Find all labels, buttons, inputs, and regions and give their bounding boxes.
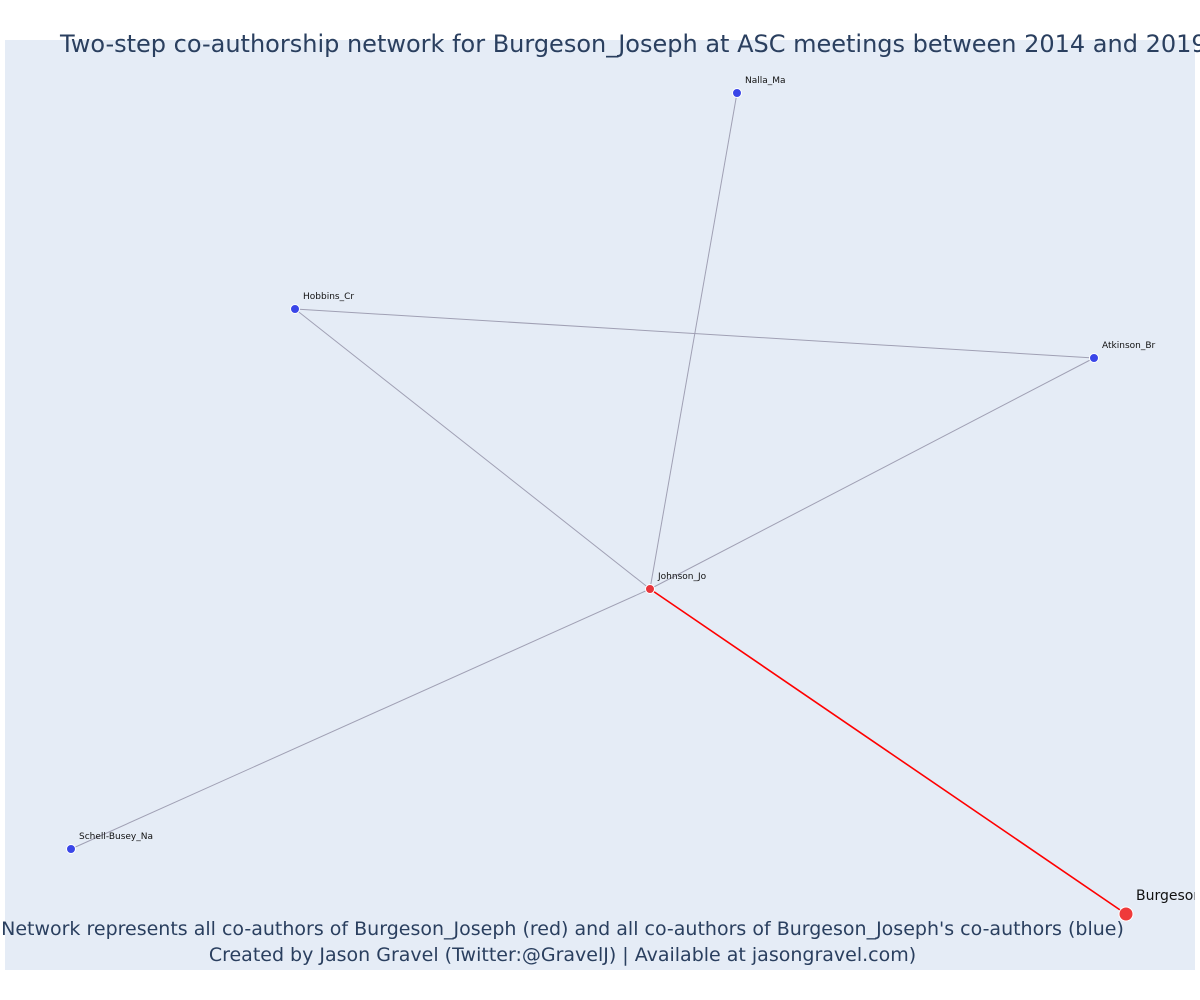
caption-description: Network represents all co-authors of Bur… <box>1 918 1124 940</box>
node-atkinson-br[interactable] <box>1089 353 1099 363</box>
edge-johnson-jo-nalla-ma <box>649 92 738 590</box>
node-label-atkinson-br: Atkinson_Br <box>1102 341 1156 351</box>
node-burgeson-joseph[interactable] <box>1118 906 1134 922</box>
node-label-johnson-jo: Johnson_Jo <box>657 572 707 582</box>
chart-title: Two-step co-authorship network for Burge… <box>60 30 1200 58</box>
edge-johnson-jo-atkinson-br <box>649 357 1095 590</box>
node-label-burgeson-joseph: Burgeson_Joseph <box>1136 888 1195 904</box>
edge-johnson-jo-schell-busey-na <box>70 588 651 850</box>
edge-johnson-jo-hobbins-cr <box>294 308 651 590</box>
node-schell-busey-na[interactable] <box>66 844 76 854</box>
node-johnson-jo[interactable] <box>645 584 655 594</box>
network-graph: Nalla_Ma Hobbins_Cr Atkinson_Br Johnson_Jo S… <box>66 76 1195 922</box>
node-label-schell-busey-na: Schell-Busey_Na <box>79 832 153 842</box>
node-label-nalla-ma: Nalla_Ma <box>745 76 786 86</box>
node-hobbins-cr[interactable] <box>290 304 300 314</box>
plot-area: Nalla_Ma Hobbins_Cr Atkinson_Br Johnson_Jo S… <box>5 40 1195 970</box>
node-label-hobbins-cr: Hobbins_Cr <box>303 292 354 302</box>
edge-johnson-jo-burgeson-joseph <box>649 588 1127 915</box>
caption-credit: Created by Jason Gravel (Twitter:@Gravel… <box>208 944 917 966</box>
node-nalla-ma[interactable] <box>732 88 742 98</box>
